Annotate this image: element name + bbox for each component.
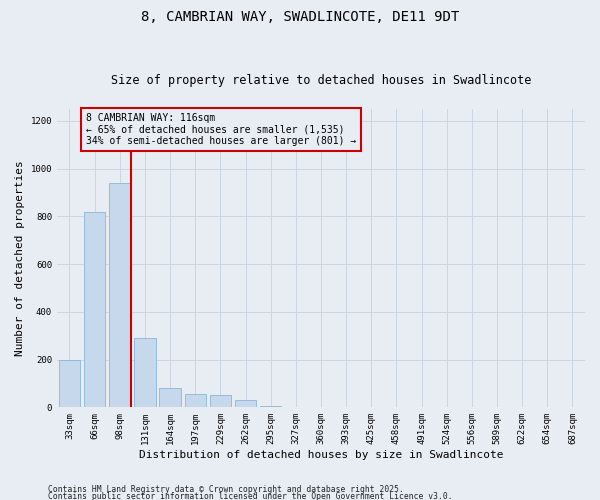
Text: Contains HM Land Registry data © Crown copyright and database right 2025.: Contains HM Land Registry data © Crown c… [48, 485, 404, 494]
Bar [134, 338, 155, 407]
X-axis label: Distribution of detached houses by size in Swadlincote: Distribution of detached houses by size … [139, 450, 503, 460]
Text: 8, CAMBRIAN WAY, SWADLINCOTE, DE11 9DT: 8, CAMBRIAN WAY, SWADLINCOTE, DE11 9DT [141, 10, 459, 24]
Bar [160, 388, 181, 407]
Bar [185, 394, 206, 407]
Bar [209, 396, 231, 407]
Title: Size of property relative to detached houses in Swadlincote: Size of property relative to detached ho… [111, 74, 531, 87]
Bar [235, 400, 256, 407]
Bar [260, 406, 281, 407]
Text: 8 CAMBRIAN WAY: 116sqm
← 65% of detached houses are smaller (1,535)
34% of semi-: 8 CAMBRIAN WAY: 116sqm ← 65% of detached… [86, 112, 356, 146]
Bar [109, 183, 130, 408]
Text: Contains public sector information licensed under the Open Government Licence v3: Contains public sector information licen… [48, 492, 452, 500]
Y-axis label: Number of detached properties: Number of detached properties [15, 160, 25, 356]
Bar [84, 212, 106, 408]
Bar [59, 360, 80, 408]
